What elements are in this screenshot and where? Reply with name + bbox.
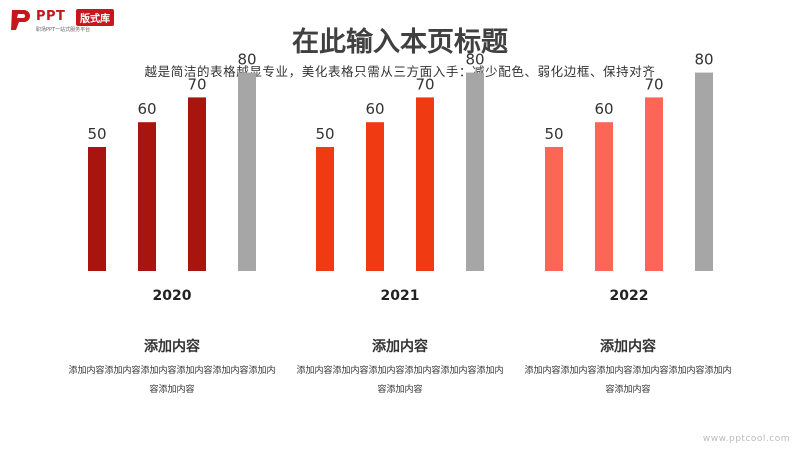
content-block-2021: 添加内容 添加内容添加内容添加内容添加内容添加内容添加内容添加内容 [285, 336, 515, 400]
bar-value-label: 70 [187, 75, 206, 93]
block-description: 添加内容添加内容添加内容添加内容添加内容添加内容添加内容 [524, 366, 732, 395]
bar-value-label: 50 [544, 125, 563, 143]
bar-2021-1 [316, 147, 334, 271]
bar-value-label: 60 [137, 100, 156, 118]
bar-2020-4 [238, 72, 256, 271]
year-label-2020: 2020 [153, 288, 192, 304]
bar-value-label: 80 [694, 51, 713, 69]
page-title: 在此输入本页标题 [292, 27, 508, 58]
logo-p-icon [11, 10, 30, 30]
bar-2022-4 [695, 72, 713, 271]
block-title: 添加内容 [144, 339, 200, 355]
bar-2021-4 [466, 72, 484, 271]
bar-value-label: 60 [594, 100, 613, 118]
logo-text: PPT [36, 9, 66, 24]
bar-value-label: 70 [415, 75, 434, 93]
bar-2022-1 [545, 147, 563, 271]
bar-value-label: 50 [87, 125, 106, 143]
bar-2021-3 [416, 97, 434, 272]
page-subtitle: 越是简洁的表格越显专业，美化表格只需从三方面入手：减少配色、弱化边框、保持对齐 [144, 64, 656, 79]
block-title: 添加内容 [372, 339, 428, 355]
bar-value-label: 80 [465, 51, 484, 69]
year-label-2021: 2021 [381, 288, 420, 304]
bar-2020-1 [88, 147, 106, 271]
block-description: 添加内容添加内容添加内容添加内容添加内容添加内容添加内容 [68, 366, 276, 395]
bar-2020-3 [188, 97, 206, 272]
year-label-2022: 2022 [610, 288, 649, 304]
bar-value-label: 50 [315, 125, 334, 143]
bar-value-label: 60 [365, 100, 384, 118]
logo-badge: 版式库 [76, 9, 114, 26]
block-title: 添加内容 [600, 339, 656, 355]
bar-2022-3 [645, 97, 663, 272]
watermark: www.pptcool.com [702, 434, 790, 444]
logo-tagline: 职场PPT一站式服务平台 [36, 27, 91, 33]
bar-2021-2 [366, 122, 384, 271]
bar-value-label: 70 [644, 75, 663, 93]
logo: PPT 版式库 职场PPT一站式服务平台 [10, 8, 160, 36]
block-description: 添加内容添加内容添加内容添加内容添加内容添加内容添加内容 [296, 366, 504, 395]
bar-2020-2 [138, 122, 156, 271]
content-block-2022: 添加内容 添加内容添加内容添加内容添加内容添加内容添加内容添加内容 [513, 336, 743, 400]
content-block-2020: 添加内容 添加内容添加内容添加内容添加内容添加内容添加内容添加内容 [57, 336, 287, 400]
bar-value-label: 80 [237, 51, 256, 69]
bar-2022-2 [595, 122, 613, 271]
